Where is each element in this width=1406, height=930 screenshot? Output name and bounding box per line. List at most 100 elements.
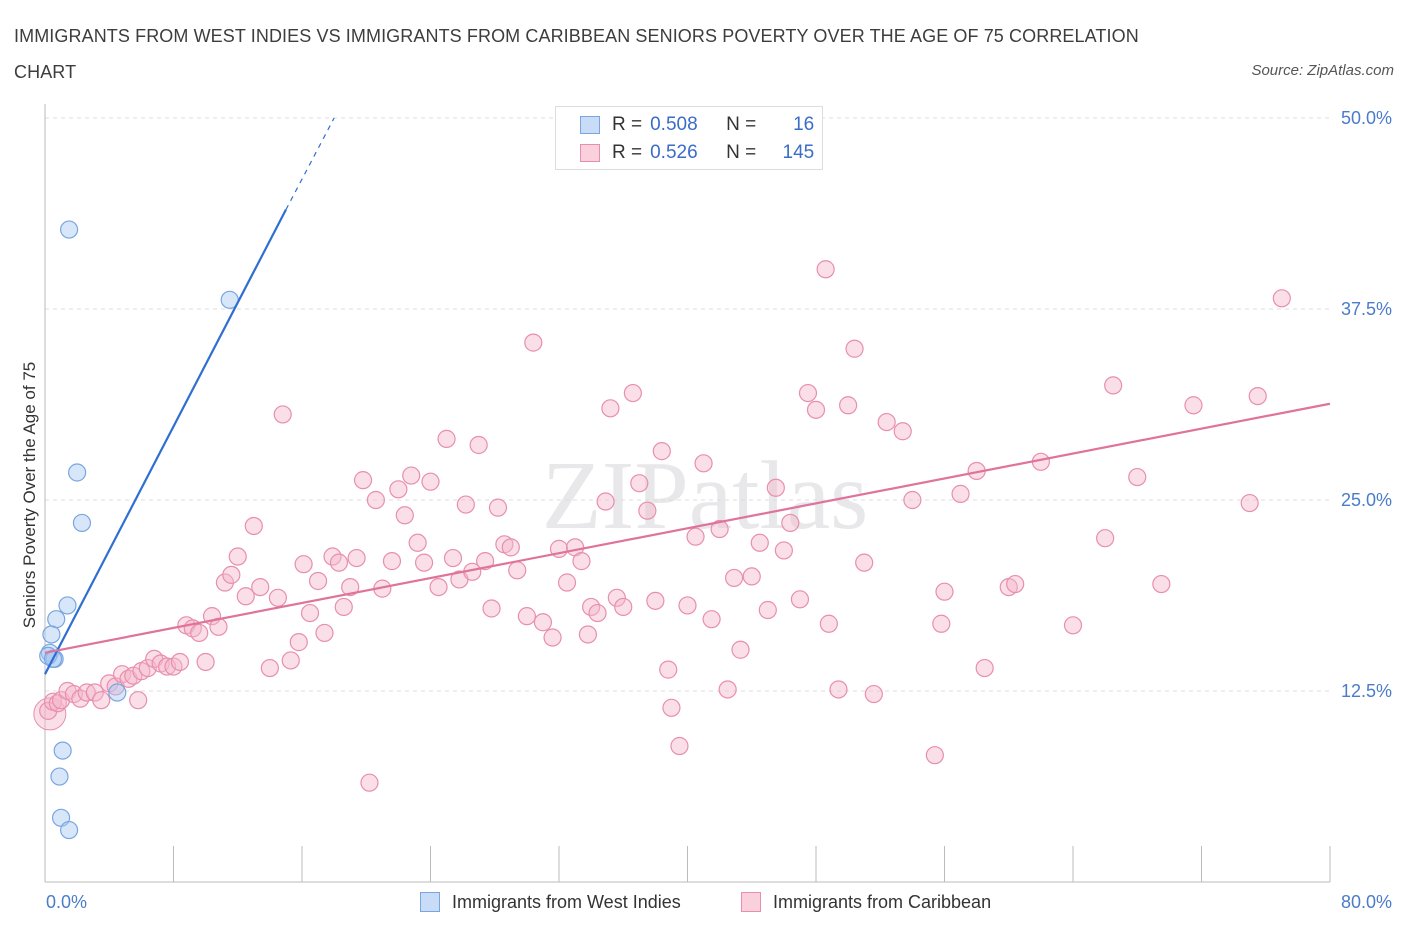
legend-label: Immigrants from West Indies [452, 891, 681, 912]
data-point-west-indies [53, 741, 72, 760]
data-point-caribbean [170, 652, 190, 672]
watermark: ZIPatlas [542, 442, 869, 550]
blue-swatch [580, 116, 600, 134]
x-tick-label: 0.0% [46, 892, 87, 912]
data-point-caribbean [694, 454, 713, 473]
data-point-caribbean [228, 547, 247, 566]
data-point-caribbean [508, 561, 527, 580]
data-point-caribbean [816, 260, 835, 279]
r-value: 0.508 [650, 114, 698, 135]
data-point-caribbean [607, 588, 626, 607]
data-point-caribbean [670, 736, 689, 756]
data-point-caribbean [382, 552, 402, 571]
trend-lines [44, 117, 1331, 675]
data-point-caribbean [389, 480, 408, 499]
data-point-caribbean [268, 588, 288, 607]
data-point-caribbean [129, 691, 148, 710]
trend-line-caribbean [44, 402, 1331, 654]
data-point-caribbean [443, 548, 463, 568]
chart-source: Source: ZipAtlas.com [1251, 62, 1394, 79]
data-point-west-indies [42, 625, 61, 644]
data-point-caribbean [1063, 616, 1083, 635]
r-label: R = [612, 142, 643, 163]
legend-row-caribbean: R = 0.526 N = 145 [556, 139, 814, 167]
n-label: N = [726, 142, 757, 163]
data-point-caribbean [469, 435, 488, 455]
legend-row-west-indies: R = 0.508 N = 16 [556, 111, 814, 139]
tick-labels: 12.5% 25.0% 37.5% 50.0% 0.0% 80.0% [46, 108, 1392, 912]
data-points [33, 220, 1291, 840]
data-point-caribbean [686, 527, 705, 546]
data-point-caribbean [260, 658, 279, 678]
axes [44, 104, 1331, 883]
data-point-caribbean [646, 591, 665, 610]
data-point-caribbean [517, 607, 536, 626]
data-point-caribbean [572, 552, 591, 571]
r-label: R = [612, 114, 643, 135]
data-point-caribbean [476, 552, 495, 571]
data-point-caribbean [1006, 574, 1025, 594]
pink-swatch [741, 892, 761, 912]
data-point-caribbean [864, 684, 883, 704]
trend-line-west-indies-extension [285, 117, 335, 210]
data-point-caribbean [731, 640, 750, 659]
data-point-caribbean [623, 383, 642, 403]
y-tick-label: 50.0% [1341, 108, 1392, 128]
data-point-caribbean [903, 490, 922, 510]
legend-item-west-indies[interactable]: Immigrants from West Indies [420, 888, 681, 916]
r-value: 0.526 [650, 142, 698, 163]
data-point-caribbean [215, 573, 234, 592]
data-point-caribbean [190, 623, 209, 643]
data-point-caribbean [630, 474, 649, 493]
data-point-caribbean [196, 652, 215, 672]
legend-item-caribbean[interactable]: Immigrants from Caribbean [741, 888, 991, 916]
data-point-caribbean [798, 383, 818, 403]
data-point-caribbean [456, 495, 475, 514]
data-point-caribbean [951, 484, 970, 503]
data-point-caribbean [543, 628, 562, 647]
data-point-caribbean [353, 471, 373, 490]
data-point-caribbean [925, 746, 944, 765]
data-point-west-indies [108, 683, 127, 702]
data-point-west-indies [50, 767, 69, 786]
data-point-caribbean [289, 633, 308, 652]
data-point-caribbean [819, 614, 838, 633]
trend-line-west-indies [44, 209, 287, 675]
data-point-caribbean [766, 478, 785, 497]
data-point-caribbean [614, 597, 633, 617]
n-label: N = [726, 114, 757, 135]
data-point-caribbean [251, 577, 270, 597]
data-point-caribbean [360, 773, 379, 792]
data-point-caribbean [557, 573, 577, 592]
y-tick-label: 12.5% [1341, 681, 1392, 701]
data-point-caribbean [845, 339, 864, 358]
chart-title: IMMIGRANTS FROM WEST INDIES VS IMMIGRANT… [14, 26, 1139, 82]
data-point-caribbean [596, 492, 615, 511]
data-point-caribbean [1184, 396, 1203, 415]
data-point-caribbean [601, 399, 620, 418]
data-point-caribbean [742, 567, 761, 586]
data-point-caribbean [975, 658, 994, 678]
data-point-caribbean [678, 596, 697, 615]
data-point-caribbean [347, 548, 366, 568]
data-point-caribbean [659, 660, 678, 679]
data-point-caribbean [85, 683, 104, 702]
data-point-caribbean [724, 568, 744, 588]
data-point-caribbean [92, 691, 111, 710]
y-tick-label: 25.0% [1341, 490, 1392, 510]
data-point-caribbean [839, 396, 858, 415]
data-point-caribbean [1272, 289, 1291, 308]
data-point-caribbean [935, 582, 954, 601]
blue-swatch [420, 892, 440, 912]
data-point-caribbean [429, 577, 448, 597]
n-value: 16 [793, 114, 815, 135]
data-point-caribbean [1096, 529, 1115, 548]
data-point-caribbean [421, 472, 440, 491]
data-point-caribbean [774, 541, 793, 560]
data-point-caribbean [750, 533, 769, 552]
data-point-caribbean [829, 680, 848, 699]
data-point-caribbean [533, 613, 553, 632]
data-point-caribbean [877, 412, 896, 432]
data-point-caribbean [402, 466, 421, 485]
